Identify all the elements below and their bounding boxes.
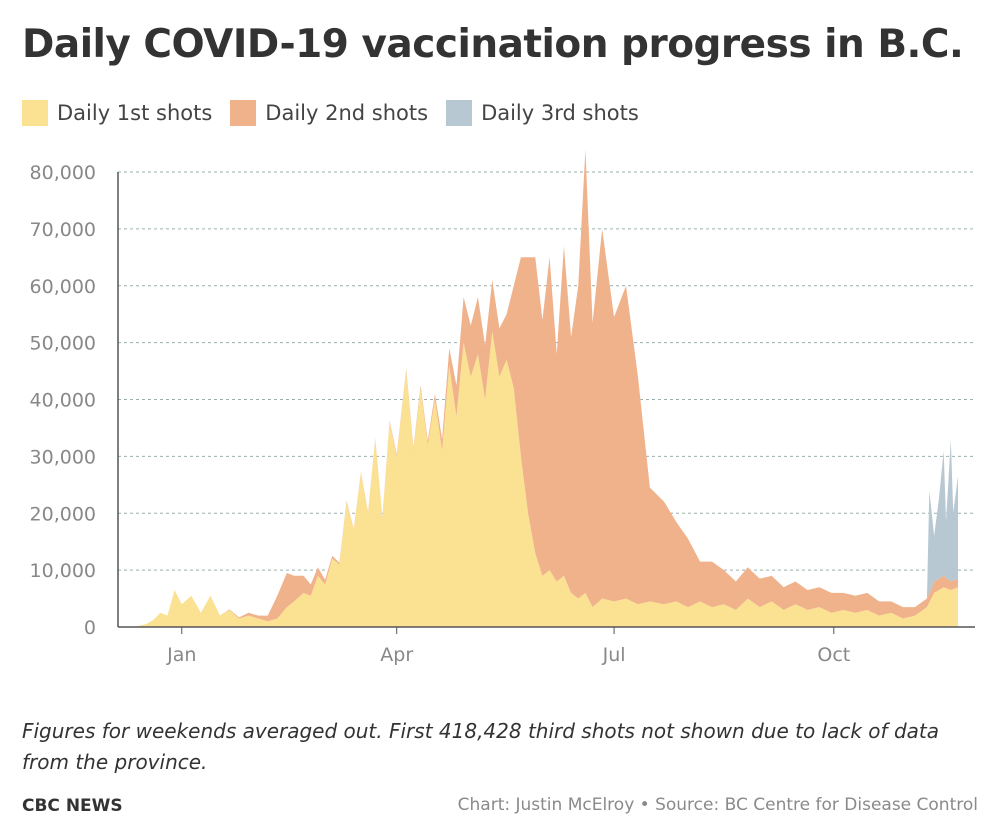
legend: Daily 1st shots Daily 2nd shots Daily 3r… [22, 98, 657, 128]
legend-swatch-first-shots [22, 100, 48, 126]
y-tick-label: 70,000 [30, 219, 96, 241]
chart-credit: Chart: Justin McElroy • Source: BC Centr… [457, 795, 978, 815]
stacked-area-chart: 0 10,000 20,000 30,000 40,000 50,000 60,000 70,… [30, 149, 975, 666]
y-tick-label: 10,000 [30, 560, 96, 582]
y-tick-label: 80,000 [30, 162, 96, 184]
x-tick-label: Apr [380, 644, 413, 666]
brand-logo-text: CBC NEWS [22, 796, 123, 816]
x-tick-label: Jul [602, 644, 626, 666]
y-tick-label: 40,000 [30, 390, 96, 412]
legend-item-second-shots: Daily 2nd shots [230, 100, 428, 126]
legend-item-first-shots: Daily 1st shots [22, 100, 212, 126]
chart-note: Figures for weekends averaged out. First… [22, 719, 939, 774]
legend-item-third-shots: Daily 3rd shots [446, 100, 639, 126]
area-second-shots [134, 149, 958, 627]
legend-swatch-third-shots [446, 100, 473, 126]
y-tick-label: 20,000 [30, 503, 96, 525]
legend-swatch-second-shots [230, 100, 257, 126]
legend-label-first-shots: Daily 1st shots [57, 101, 213, 125]
y-tick-label: 0 [84, 617, 96, 639]
legend-label-second-shots: Daily 2nd shots [265, 101, 429, 125]
legend-label-third-shots: Daily 3rd shots [481, 101, 639, 125]
y-tick-label: 60,000 [30, 276, 96, 298]
x-tick-label: Jan [166, 644, 196, 666]
y-tick-label: 30,000 [30, 446, 96, 468]
x-tick-label: Oct [817, 644, 850, 666]
chart-title: Daily COVID-19 vaccination progress in B… [22, 22, 964, 67]
y-tick-label: 50,000 [30, 333, 96, 355]
